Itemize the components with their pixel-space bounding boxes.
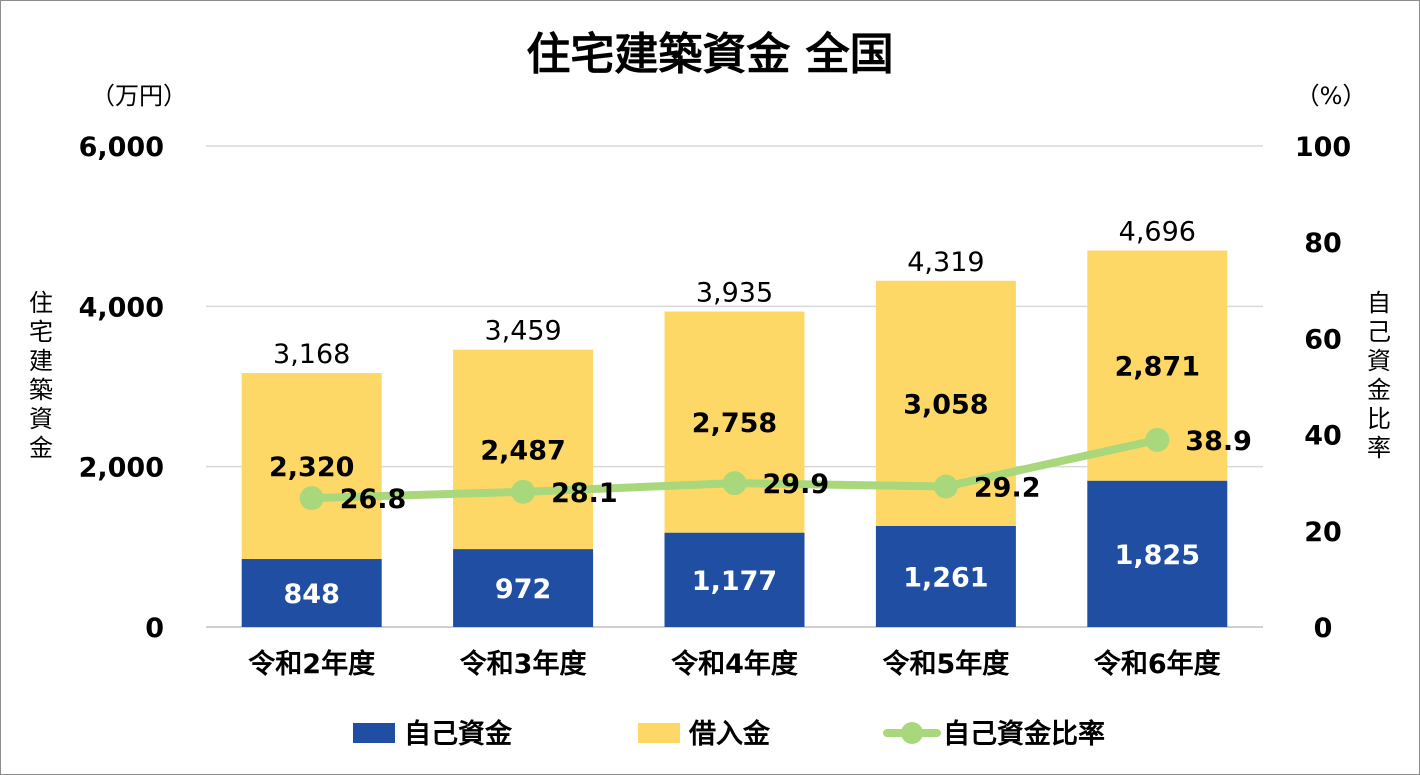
left-axis-title-char: 宅 <box>29 318 53 346</box>
ratio-point <box>933 474 958 499</box>
category-label: 令和3年度 <box>460 648 587 680</box>
borrowed-label: 2,320 <box>269 452 354 483</box>
right-axis-title-char: 比 <box>1367 405 1391 433</box>
own-funds-label: 1,261 <box>903 562 988 593</box>
category-axis: 令和2年度 令和3年度 令和4年度 令和5年度 令和6年度 <box>248 648 1220 680</box>
legend-swatch-ratio-marker <box>901 722 923 744</box>
bar-borrowed <box>241 373 382 560</box>
right-tick-label: 40 <box>1304 421 1342 452</box>
right-axis-title-char: 資 <box>1367 347 1391 375</box>
own-funds-label: 1,825 <box>1115 540 1200 571</box>
right-axis-title-char: 己 <box>1367 318 1391 346</box>
bar-borrowed <box>453 349 594 550</box>
left-axis-title-char: 資 <box>29 405 53 433</box>
left-axis: 0 2,000 4,000 6,000 <box>79 132 164 644</box>
right-axis-title-char: 率 <box>1367 434 1391 462</box>
bar-own-funds <box>1087 480 1228 627</box>
own-funds-label: 972 <box>495 574 551 605</box>
borrowed-label: 2,871 <box>1115 352 1200 383</box>
left-tick-label: 2,000 <box>79 453 164 484</box>
bar-own-funds <box>453 549 594 627</box>
right-axis-title-char: 金 <box>1367 376 1391 404</box>
total-label: 3,935 <box>696 278 773 309</box>
bar-own-funds <box>664 532 805 627</box>
borrowed-label: 2,487 <box>480 435 565 466</box>
category-label: 令和2年度 <box>248 648 375 680</box>
own-funds-label: 848 <box>284 579 340 610</box>
left-axis-title: 住宅建築資金 <box>29 289 53 462</box>
right-tick-label: 80 <box>1304 228 1342 259</box>
ratio-label: 28.1 <box>551 478 618 509</box>
category-label: 令和6年度 <box>1094 648 1221 680</box>
legend-label-own-funds: 自己資金 <box>404 718 513 750</box>
total-label: 4,696 <box>1119 217 1196 248</box>
legend: 自己資金 借入金 自己資金比率 <box>353 718 1105 750</box>
bar-own-funds <box>241 559 382 627</box>
ratio-point <box>299 486 324 511</box>
left-unit-label: （万円） <box>91 82 187 110</box>
bar-borrowed <box>664 311 805 533</box>
left-axis-title-char: 築 <box>29 376 53 404</box>
right-tick-label: 0 <box>1314 613 1333 644</box>
category-label: 令和5年度 <box>883 648 1010 680</box>
legend-swatch-own-funds <box>353 723 395 743</box>
ratio-point <box>511 479 536 504</box>
total-label: 3,459 <box>484 316 561 347</box>
ratio-label: 26.8 <box>340 484 407 515</box>
right-tick-label: 60 <box>1304 324 1342 355</box>
total-label: 4,319 <box>907 247 984 278</box>
right-unit-label: （%） <box>1296 82 1367 110</box>
borrowed-label: 2,758 <box>692 408 777 439</box>
category-label: 令和4年度 <box>671 648 798 680</box>
right-axis-title: 自己資金比率 <box>1367 289 1391 462</box>
left-tick-label: 0 <box>145 613 164 644</box>
ratio-point <box>1145 427 1170 452</box>
left-axis-title-char: 金 <box>29 434 53 462</box>
ratio-label: 29.9 <box>763 469 830 500</box>
ratio-label: 29.2 <box>974 473 1041 504</box>
ratio-point <box>722 471 747 496</box>
own-funds-label: 1,177 <box>692 566 777 597</box>
borrowed-label: 3,058 <box>903 389 988 420</box>
legend-label-borrowed: 借入金 <box>688 718 771 750</box>
ratio-line-group <box>299 427 1170 511</box>
left-axis-title-char: 住 <box>29 289 53 317</box>
left-tick-label: 4,000 <box>79 292 164 323</box>
left-axis-title-char: 建 <box>29 347 53 375</box>
ratio-label: 38.9 <box>1185 426 1252 457</box>
data-labels: 848 2,320 3,168 972 2,487 3,459 1,177 2,758 3,93… <box>269 217 1252 610</box>
bars <box>241 250 1228 627</box>
bar-own-funds <box>875 525 1016 627</box>
total-label: 3,168 <box>273 339 350 370</box>
legend-swatch-borrowed <box>638 723 680 743</box>
chart-title: 住宅建築資金 全国 <box>526 29 893 80</box>
right-axis-title-char: 自 <box>1367 289 1391 317</box>
legend-label-ratio: 自己資金比率 <box>943 718 1105 750</box>
right-tick-label: 20 <box>1304 517 1342 548</box>
right-tick-label: 100 <box>1295 132 1351 163</box>
right-axis: 0 20 40 60 80 100 <box>1295 132 1351 644</box>
left-tick-label: 6,000 <box>79 132 164 163</box>
